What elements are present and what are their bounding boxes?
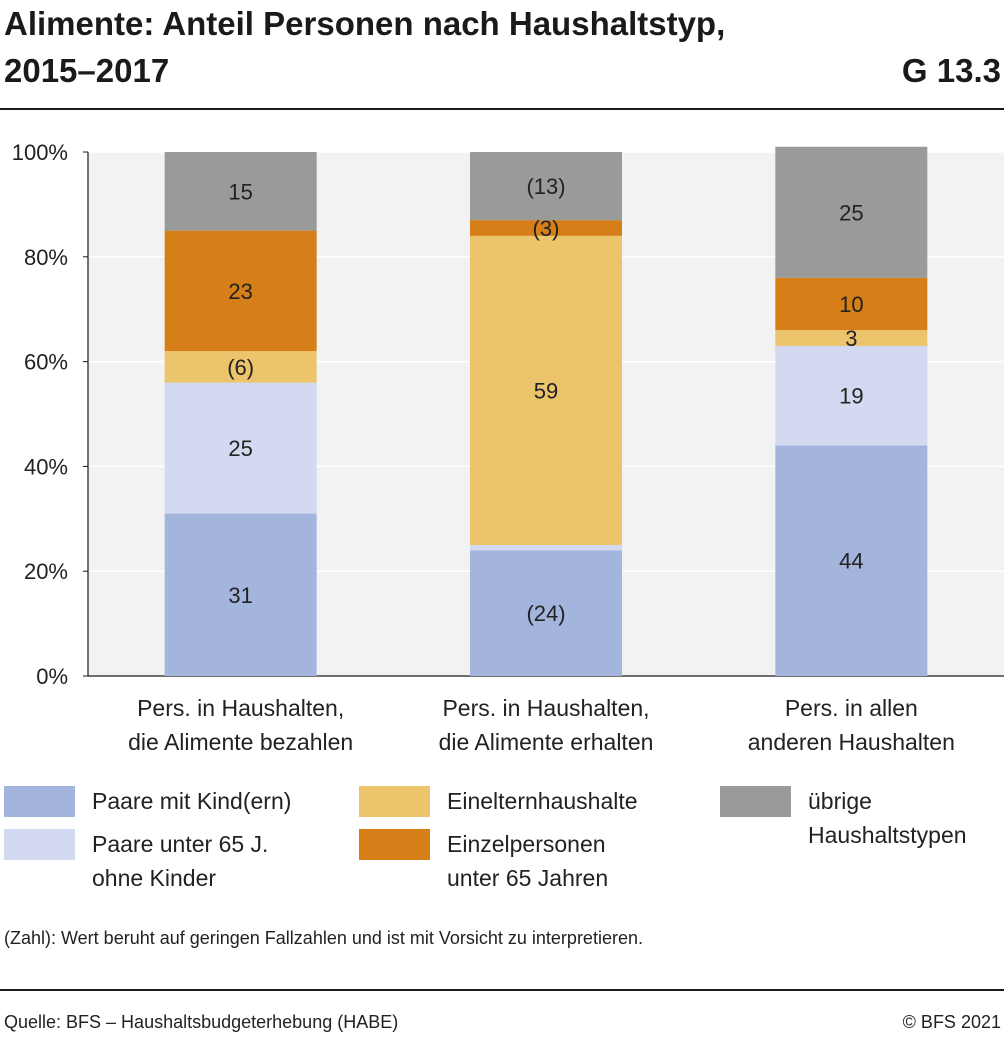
title-line-1: Alimente: Anteil Personen nach Haushalts… [4,5,726,42]
stacked-bar-chart: 0% 20% 40% 60% 80% 100% 31 25 (6) 23 15 Pers. in Ha… [12,140,1004,755]
bar-segment [164,513,317,676]
legend-swatch-paare-ohne-kinder [4,829,75,860]
data-label: (3) [533,216,560,241]
legend-swatch-uebrige [720,786,791,817]
data-label: 15 [228,179,252,204]
data-label: 10 [839,292,863,317]
legend-label-paare-ohne-kinder: Paare unter 65 J. ohne Kinder [92,831,269,891]
legend-label-paare-mit-kindern: Paare mit Kind(ern) [92,788,292,814]
y-tick-label: 20% [24,559,68,584]
legend-label-einelternhaushalte: Einelternhaushalte [447,788,638,814]
legend-label-uebrige: übrige Haushaltstypen [808,788,967,848]
bar-segment [775,277,928,331]
footnote: (Zahl): Wert beruht auf geringen Fallzah… [4,928,643,948]
source-note: Quelle: BFS – Haushaltsbudgeterhebung (H… [4,1012,399,1032]
bar-segment [470,220,622,236]
data-label: 25 [839,200,863,225]
data-label: 23 [228,279,252,304]
y-tick-label: 100% [12,140,68,165]
legend-label-einzelpersonen: Einzelpersonen unter 65 Jahren [447,831,609,891]
bar-segment [164,382,317,514]
data-label: 3 [845,326,857,351]
title-line-2: 2015–2017 [4,52,170,89]
x-tick-label: die Alimente bezahlen [128,729,353,755]
chart-title: Alimente: Anteil Personen nach Haushalts… [4,0,725,94]
x-tick-label: Pers. in allen [785,695,918,721]
bar-segment [164,230,317,352]
bar-segment [775,330,928,346]
y-tick-label: 0% [36,664,68,689]
x-tick-label: die Alimente erhalten [439,729,654,755]
title-rule [0,108,1004,110]
data-label: 44 [839,549,863,574]
bar-segment [470,545,622,551]
x-tick-label: Pers. in Haushalten, [137,695,344,721]
legend-swatch-paare-mit-kindern [4,786,75,817]
y-tick-label: 40% [24,454,68,479]
y-tick-label: 60% [24,350,68,375]
bar-segment [470,550,622,676]
bar-segment [775,445,928,676]
data-label: (24) [526,601,565,626]
x-tick-label: anderen Haushalten [748,729,955,755]
data-label: (13) [526,174,565,199]
bar-segment [164,152,317,231]
bar-segment [775,345,928,446]
x-tick-label: Pers. in Haushalten, [442,695,649,721]
bar-segment [470,235,622,545]
y-tick-label: 80% [24,245,68,270]
data-label: (6) [227,355,254,380]
bar-segment [164,351,317,383]
footer-rule [0,989,1004,991]
copyright: © BFS 2021 [902,1012,1001,1032]
legend-swatch-einzelpersonen [359,829,430,860]
chart-id: G 13.3 [901,52,1001,89]
data-label: 25 [228,436,252,461]
legend-swatch-einelternhaushalte [359,786,430,817]
data-label: 59 [534,378,558,403]
bar-segment [775,146,928,278]
data-label: 31 [228,583,252,608]
data-label: 19 [839,384,863,409]
bar-segment [470,152,622,221]
